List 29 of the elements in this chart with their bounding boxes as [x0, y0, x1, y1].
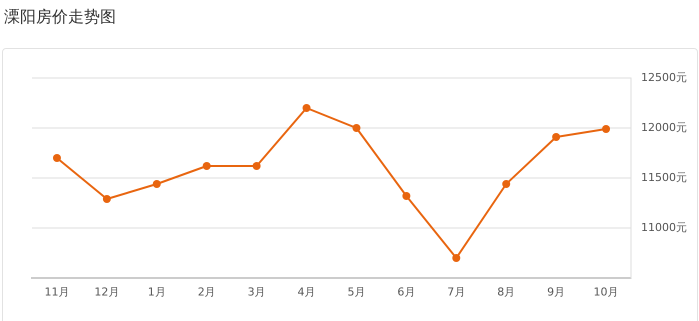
point — [552, 133, 560, 141]
y-tick-label: 12500元 — [641, 70, 687, 84]
x-tick-label: 11月 — [44, 285, 70, 298]
x-tick-label: 4月 — [298, 285, 316, 298]
point — [502, 180, 510, 188]
x-tick-label: 7月 — [447, 285, 466, 298]
x-tick-label: 1月 — [148, 285, 166, 298]
x-tick-label: 3月 — [248, 285, 266, 298]
point — [352, 124, 360, 132]
x-tick-label: 12月 — [94, 285, 120, 298]
point — [302, 104, 311, 112]
x-tick-label: 9月 — [547, 285, 566, 298]
y-tick-label: 11000元 — [641, 220, 687, 234]
chart-title: 溧阳房价走势图 — [4, 7, 116, 28]
point — [102, 195, 111, 203]
point — [602, 125, 610, 133]
point — [252, 162, 261, 170]
x-tick-label: 6月 — [397, 285, 416, 298]
x-tick-label: 8月 — [497, 285, 516, 298]
point — [152, 180, 161, 188]
x-tick-label: 5月 — [347, 285, 366, 298]
point — [402, 192, 410, 200]
y-tick-label: 12000元 — [641, 120, 687, 134]
y-tick-label: 11500元 — [641, 170, 687, 184]
x-tick-label: 2月 — [198, 285, 216, 298]
point — [452, 254, 460, 262]
x-tick-label: 10月 — [594, 285, 619, 298]
point — [202, 162, 211, 170]
point — [52, 154, 61, 162]
